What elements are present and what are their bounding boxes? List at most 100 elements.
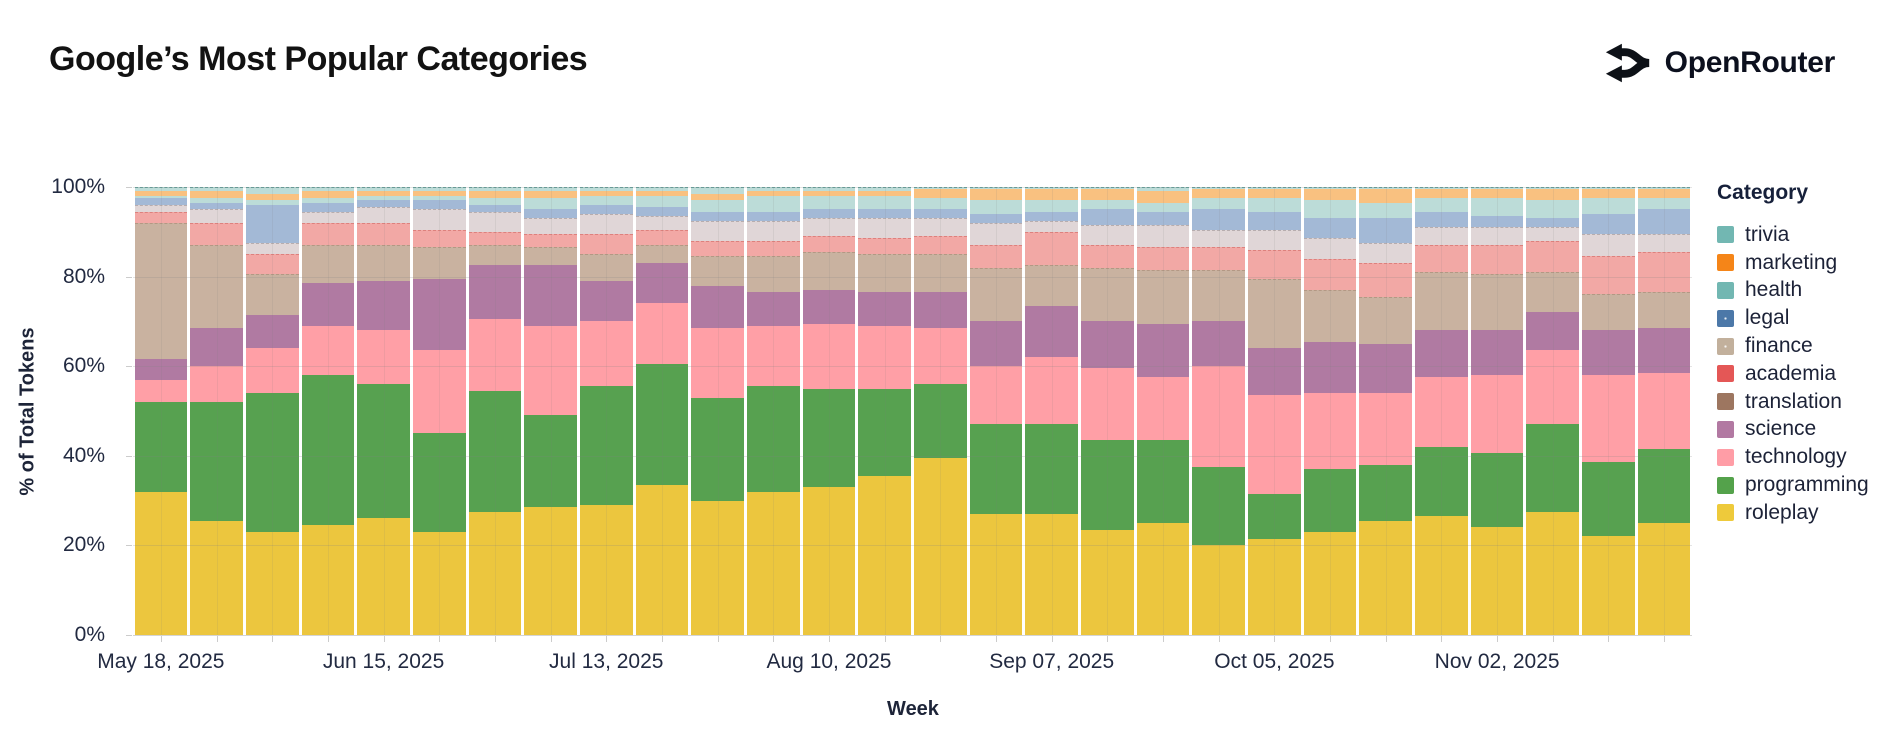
bar-segment-science: [468, 265, 522, 320]
bar-week-jun-01: [245, 187, 299, 635]
bar-segment-science: [301, 283, 355, 326]
x-tick-mark: [661, 636, 663, 642]
bar-segment-finance: [1136, 225, 1190, 248]
bar-segment-science: [357, 281, 410, 331]
bar-segment-finance: [357, 207, 410, 223]
bar-segment-trivia: [245, 187, 299, 194]
x-tick-label: Nov 02, 2025: [1434, 650, 1560, 673]
bar-segment-roleplay: [1582, 536, 1635, 635]
x-tick-mark: [1497, 636, 1499, 642]
y-tick-mark: [126, 545, 132, 547]
bar-segment-technology: [1637, 372, 1691, 449]
bar-segment-science: [1248, 348, 1301, 396]
legend-swatch-programming: [1717, 476, 1734, 494]
bar-segment-translation: [1081, 267, 1134, 322]
bar-segment-legal: [1526, 218, 1580, 228]
bar-segment-legal: [1470, 216, 1524, 228]
bar-segment-technology: [1526, 350, 1580, 425]
bar-segment-translation: [190, 245, 243, 329]
bar-segment-finance: [1303, 238, 1357, 259]
bar-segment-academia: [914, 236, 967, 255]
bar-segment-roleplay: [969, 513, 1023, 635]
bar-segment-marketing: [858, 191, 911, 196]
bar-segment-technology: [1192, 366, 1246, 467]
y-axis-title: % of Total Tokens: [16, 327, 39, 496]
bar-segment-technology: [412, 350, 466, 434]
bar-segment-science: [524, 265, 577, 326]
bar-segment-academia: [468, 231, 522, 246]
bar-segment-trivia: [635, 187, 689, 192]
bar-segment-trivia: [412, 187, 466, 192]
bar-segment-roleplay: [468, 511, 522, 635]
bar-segment-science: [1303, 341, 1357, 394]
legend-item-health: health: [1717, 277, 1869, 305]
openrouter-logo[interactable]: OpenRouter: [1604, 42, 1835, 84]
bar-segment-health: [357, 195, 410, 201]
x-axis-line: [133, 635, 1692, 636]
bar-segment-programming: [1025, 424, 1079, 514]
bar-segment-roleplay: [245, 531, 299, 635]
bar-week-sep-21: [1136, 187, 1190, 635]
bar-segment-marketing: [134, 191, 188, 196]
bar-segment-programming: [579, 386, 633, 506]
legend-label-technology: technology: [1745, 445, 1847, 469]
bar-segment-trivia: [1582, 187, 1635, 190]
bar-segment-trivia: [134, 187, 188, 192]
bar-segment-marketing: [1025, 189, 1079, 201]
bar-segment-health: [134, 195, 188, 199]
bar-segment-programming: [1582, 462, 1635, 537]
bar-week-oct-26: [1415, 187, 1468, 635]
bar-week-jun-22: [412, 187, 466, 635]
bar-segment-marketing: [1248, 189, 1301, 199]
bar-segment-health: [1025, 200, 1079, 212]
bar-segment-marketing: [412, 191, 466, 196]
x-tick-mark: [940, 636, 942, 642]
bar-segment-roleplay: [1359, 520, 1413, 635]
bar-segment-programming: [1081, 440, 1134, 530]
legend-label-trivia: trivia: [1745, 222, 1790, 246]
bar-segment-science: [914, 292, 967, 329]
bar-segment-health: [1470, 198, 1524, 217]
bar-segment-health: [1582, 198, 1635, 214]
brand-name: OpenRouter: [1664, 46, 1836, 79]
bar-segment-technology: [134, 379, 188, 402]
bar-segment-technology: [858, 325, 911, 389]
bar-segment-marketing: [245, 193, 299, 201]
bar-segment-trivia: [691, 187, 744, 194]
legend-label-academia: academia: [1745, 361, 1837, 385]
legend-swatch-trivia: [1717, 226, 1734, 244]
bar-segment-trivia: [524, 187, 577, 192]
y-tick-label: 100%: [51, 175, 105, 198]
bar-segment-roleplay: [579, 505, 633, 635]
bar-segment-academia: [1582, 256, 1635, 295]
bar-segment-trivia: [914, 187, 967, 190]
bar-segment-academia: [1136, 247, 1190, 270]
x-tick-mark: [1107, 636, 1109, 642]
bar-segment-trivia: [858, 187, 911, 192]
x-tick-mark: [1441, 636, 1443, 642]
bar-week-sep-07: [1025, 187, 1079, 635]
bar-segment-finance: [579, 213, 633, 234]
bar-segment-health: [468, 198, 522, 205]
bar-segment-trivia: [301, 187, 355, 192]
bar-segment-finance: [412, 209, 466, 230]
bar-segment-trivia: [468, 187, 522, 192]
legend-swatch-science: [1717, 420, 1734, 438]
bar-segment-finance: [969, 222, 1023, 246]
bar-segment-health: [579, 195, 633, 205]
bar-week-jul-06: [524, 187, 577, 635]
bar-segment-translation: [579, 254, 633, 282]
bar-segment-academia: [357, 222, 410, 246]
bar-segment-finance: [914, 218, 967, 237]
bar-segment-trivia: [1248, 187, 1301, 190]
bar-segment-health: [245, 200, 299, 205]
bar-segment-programming: [691, 397, 744, 501]
bar-segment-trivia: [1136, 187, 1190, 192]
legend-item-marketing: marketing: [1717, 249, 1869, 277]
bar-segment-translation: [357, 245, 410, 282]
plot-area: [133, 187, 1692, 635]
bar-week-oct-12: [1303, 187, 1357, 635]
bar-segment-finance: [190, 209, 243, 223]
legend-label-legal: legal: [1745, 306, 1790, 330]
bar-segment-academia: [746, 240, 800, 257]
